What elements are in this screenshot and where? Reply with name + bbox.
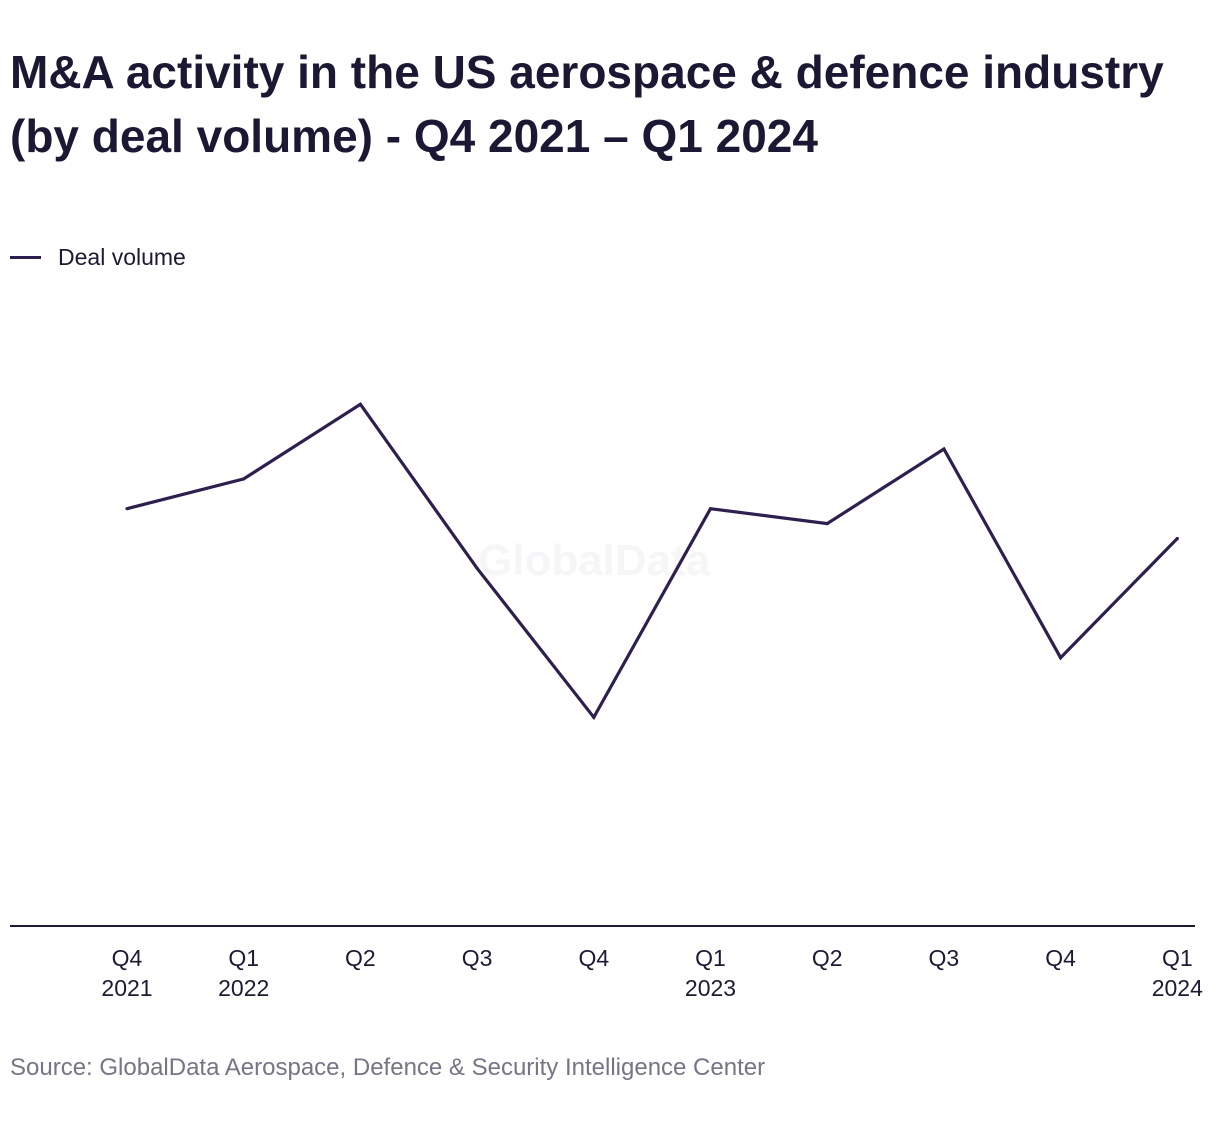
- x-tick-label: Q3: [929, 945, 960, 971]
- x-tick-label: Q3: [462, 945, 493, 971]
- data-point[interactable]: [708, 507, 713, 511]
- data-point[interactable]: [358, 402, 362, 406]
- x-tick-label: Q1 2023: [685, 945, 736, 1001]
- x-tick-label: Q4: [578, 945, 609, 971]
- x-tick-label: Q4: [1045, 945, 1076, 971]
- data-point[interactable]: [242, 477, 246, 481]
- x-tick-label: Q1 2024: [1152, 945, 1203, 1001]
- source-note: Source: GlobalData Aerospace, Defence & …: [10, 1054, 766, 1081]
- chart-title: M&A activity in the US aerospace & defen…: [10, 46, 1164, 162]
- series-line-deal-volume: [126, 402, 1179, 721]
- data-point[interactable]: [942, 447, 946, 451]
- data-point[interactable]: [825, 521, 829, 526]
- legend-label: Deal volume: [58, 243, 186, 270]
- legend: Deal volume: [10, 240, 186, 274]
- x-tick-label: Q2: [812, 945, 843, 971]
- x-tick-label: Q2: [345, 945, 376, 971]
- data-point[interactable]: [125, 507, 129, 511]
- data-point[interactable]: [592, 715, 596, 719]
- x-tick-label: Q4 2021: [101, 945, 152, 1001]
- data-point[interactable]: [1059, 656, 1063, 660]
- data-point[interactable]: [475, 566, 479, 570]
- x-tick-label: Q1 2022: [218, 945, 269, 1001]
- legend-swatch: [10, 255, 41, 259]
- data-point[interactable]: [1175, 536, 1179, 541]
